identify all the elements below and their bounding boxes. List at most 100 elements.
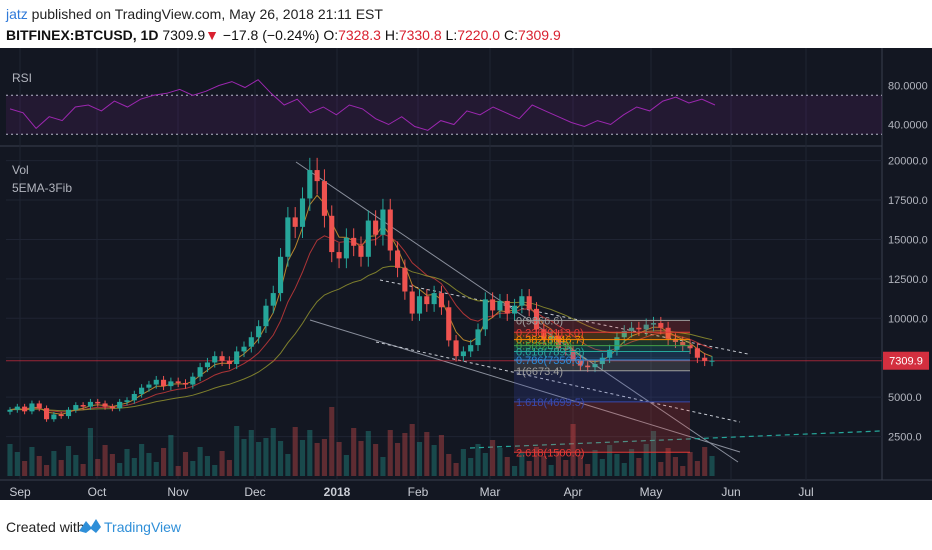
time-tick-label: Jun bbox=[721, 485, 740, 499]
low-value: 7220.0 bbox=[457, 27, 501, 43]
candle-body bbox=[263, 305, 269, 327]
candle-body bbox=[650, 323, 657, 325]
candle-body bbox=[7, 409, 13, 412]
volume-bar bbox=[592, 450, 598, 476]
candle-body bbox=[658, 323, 664, 328]
candle-body bbox=[22, 406, 28, 412]
chart-canvas[interactable]: RSI 0(9866.6)0.236(9113.0)0.382(8646.7)0… bbox=[0, 48, 932, 500]
candle-body bbox=[117, 401, 123, 409]
candle-body bbox=[51, 414, 57, 420]
candle-body bbox=[453, 340, 459, 357]
candle-body bbox=[109, 406, 115, 409]
candle-body bbox=[709, 360, 715, 362]
volume-bar bbox=[336, 442, 342, 476]
time-tick-label: Sep bbox=[9, 485, 31, 499]
candle-body bbox=[182, 382, 189, 385]
author-link[interactable]: jatz bbox=[6, 6, 28, 22]
volume-bar bbox=[585, 464, 591, 476]
candle-body bbox=[365, 220, 371, 257]
volume-bar bbox=[460, 449, 466, 476]
candle-body bbox=[175, 381, 181, 383]
candle-body bbox=[153, 379, 159, 385]
candle-body bbox=[460, 351, 466, 357]
volume-bar bbox=[621, 463, 627, 476]
candle-body bbox=[585, 365, 591, 368]
candle-body bbox=[336, 252, 342, 259]
volume-bar bbox=[629, 449, 635, 476]
time-tick-label: Apr bbox=[564, 485, 583, 499]
fib-level-label: 1(6673.4) bbox=[516, 366, 563, 378]
candle-body bbox=[36, 403, 42, 409]
published-text: published on TradingView.com, May 26, 20… bbox=[27, 6, 383, 22]
publication-line: jatz published on TradingView.com, May 2… bbox=[6, 6, 383, 22]
volume-bar bbox=[577, 455, 583, 476]
down-arrow-icon: ▼ bbox=[205, 27, 220, 43]
candle-body bbox=[351, 237, 357, 246]
volume-bar bbox=[665, 448, 671, 476]
volume-bar bbox=[124, 449, 130, 476]
volume-bar bbox=[343, 455, 349, 476]
volume-bar bbox=[292, 427, 298, 476]
ohlc-line: BITFINEX:BTCUSD, 1D 7309.9▼ −17.8 (−0.24… bbox=[6, 27, 561, 43]
candle-body bbox=[226, 360, 232, 365]
volume-bar bbox=[146, 453, 152, 476]
volume-bar bbox=[694, 461, 700, 476]
tradingview-link[interactable]: TradingView bbox=[104, 519, 182, 535]
tradingview-logo-icon[interactable] bbox=[78, 515, 102, 535]
candle-body bbox=[380, 209, 386, 235]
candle-body bbox=[395, 250, 401, 268]
fib-zone bbox=[514, 359, 690, 371]
time-tick-label: Nov bbox=[167, 485, 188, 499]
candle-body bbox=[702, 357, 708, 361]
candle-body bbox=[672, 338, 678, 342]
candle-body bbox=[402, 267, 408, 292]
volume-bar bbox=[80, 464, 86, 476]
volume-bar bbox=[709, 456, 715, 476]
candle-body bbox=[512, 305, 518, 314]
candle-body bbox=[519, 296, 525, 306]
candle-body bbox=[314, 170, 320, 182]
volume-bar bbox=[614, 454, 620, 476]
volume-bar bbox=[555, 451, 561, 476]
volume-bar bbox=[14, 452, 20, 476]
volume-bar bbox=[650, 431, 657, 476]
volume-bar bbox=[139, 444, 145, 476]
candle-body bbox=[321, 181, 327, 216]
price-tick-label: 5000.0 bbox=[888, 392, 922, 404]
candle-body bbox=[497, 300, 503, 311]
channel-lower-trendline bbox=[309, 319, 741, 453]
candle-body bbox=[387, 209, 393, 251]
volume-bar bbox=[548, 465, 554, 476]
candle-body bbox=[285, 217, 291, 257]
candle-body bbox=[204, 362, 210, 368]
volume-bar bbox=[468, 458, 474, 476]
open-label: O: bbox=[323, 27, 339, 43]
wedge-lower-dotted bbox=[375, 341, 741, 423]
volume-bar bbox=[248, 430, 254, 476]
price-tick-label: 17500.0 bbox=[888, 195, 928, 207]
volume-bar bbox=[526, 461, 532, 476]
price-tick-label: 20000.0 bbox=[888, 156, 928, 168]
legend-indicator: 5EMA-3Fib bbox=[12, 181, 72, 195]
fibonacci-levels: 0(9866.6)0.236(9113.0)0.382(8646.7)0.5(8… bbox=[514, 315, 690, 459]
volume-bar bbox=[446, 454, 452, 476]
candle-body bbox=[65, 409, 72, 417]
volume-bar bbox=[102, 445, 108, 476]
volume-bar bbox=[182, 452, 189, 476]
volume-bar bbox=[497, 448, 503, 476]
volume-bar bbox=[416, 442, 423, 476]
rsi-title: RSI bbox=[12, 71, 32, 85]
volume-bar bbox=[270, 428, 276, 476]
candle-body bbox=[248, 337, 254, 347]
axes: 80.0000 40.0000 20000.0 17500.0 15000.0 12500… bbox=[9, 81, 929, 499]
candle-body bbox=[446, 307, 452, 341]
chart-area[interactable]: RSI 0(9866.6) 0.236(9113.0) 0.382(8646.7) 0… bbox=[0, 48, 932, 500]
price-candles bbox=[7, 157, 715, 422]
volume-bar bbox=[95, 459, 101, 476]
candle-body bbox=[44, 408, 50, 420]
time-tick-label: Feb bbox=[408, 485, 429, 499]
fib-zone bbox=[514, 370, 690, 402]
ema-slow-line bbox=[9, 265, 713, 412]
volume-bar bbox=[424, 432, 430, 476]
candle-body bbox=[424, 296, 430, 305]
